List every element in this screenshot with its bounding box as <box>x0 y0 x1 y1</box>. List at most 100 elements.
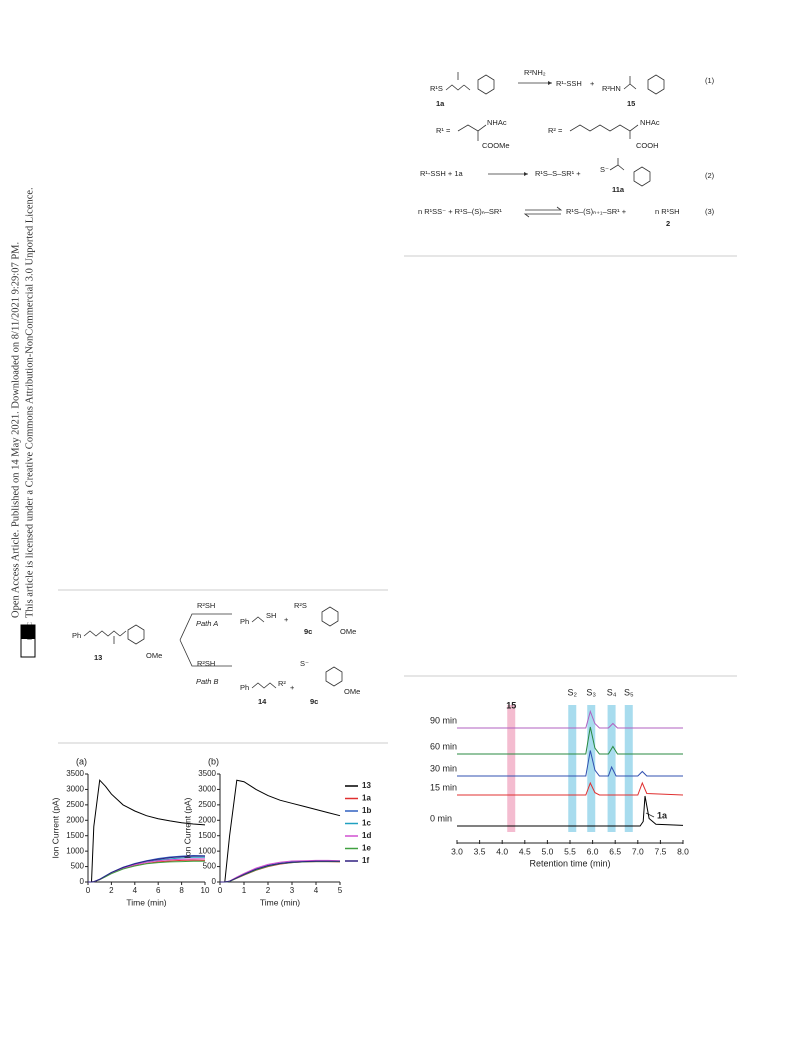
equation-right: R¹S–S–SR¹ + <box>535 169 581 178</box>
license-badge: BY-NC <box>20 622 36 658</box>
ring <box>127 624 145 645</box>
band-label: S₃ <box>586 687 596 697</box>
scheme-top: R¹S 1a R²NH₂ R¹-SSH + R²HN 15 (1) R¹ = N… <box>418 68 715 228</box>
data-line <box>88 855 205 883</box>
trace-label: 60 min <box>430 741 457 751</box>
y-tick-label: 3000 <box>198 785 216 794</box>
data-line <box>220 779 341 883</box>
y-tick-label: 3500 <box>198 769 216 778</box>
chem-label: NHAc <box>640 118 660 127</box>
chem-label: OMe <box>344 687 360 696</box>
band-label: S₅ <box>624 687 634 697</box>
ring <box>633 166 651 187</box>
data-line <box>88 779 206 883</box>
ring <box>325 666 343 687</box>
trace <box>457 709 683 729</box>
y-tick-label: 0 <box>80 877 85 886</box>
equation-number: (3) <box>705 207 715 216</box>
chem-label: R²HN <box>602 84 621 93</box>
x-tick-label: 10 <box>201 886 210 895</box>
band-label: 15 <box>506 700 516 710</box>
chem-label: COOMe <box>482 141 510 150</box>
y-axis-label: Ion Current (pA) <box>50 797 60 858</box>
x-tick-label: 7.0 <box>632 846 644 856</box>
bond <box>609 158 625 171</box>
equation-right: R¹S–(S)ₙ₊₁–SR¹ + <box>566 207 627 216</box>
plus: + <box>590 79 595 88</box>
trace-label: 90 min <box>430 715 457 725</box>
chem-label: R¹ = <box>436 126 451 135</box>
legend-label: 1b <box>362 806 371 815</box>
equilibrium-arrow <box>523 206 563 218</box>
badge-text: BY-NC <box>27 622 33 640</box>
y-tick-label: 1000 <box>66 846 84 855</box>
bond <box>83 630 127 644</box>
annotation: 1a <box>657 810 668 820</box>
panel-label: (b) <box>208 756 219 766</box>
license-line-1: Open Access Article. Published on 14 May… <box>10 242 21 618</box>
x-tick-label: 2 <box>109 886 114 895</box>
y-tick-label: 2000 <box>198 815 216 824</box>
chem-label: S⁻ <box>300 659 309 668</box>
legend-label: 1e <box>362 844 371 853</box>
band-label: S₂ <box>568 687 578 697</box>
x-axis-label: Time (min) <box>126 897 166 907</box>
trace-label: 30 min <box>430 763 457 773</box>
y-tick-label: 3500 <box>66 769 84 778</box>
chem-label: COOH <box>636 141 659 150</box>
x-tick-label: 4 <box>133 886 138 895</box>
bond <box>251 616 265 623</box>
legend-label: 1f <box>362 856 369 865</box>
y-tick-label: 500 <box>203 862 217 871</box>
x-tick-label: 0 <box>218 886 223 895</box>
plus: + <box>284 615 289 624</box>
y-tick-label: 2500 <box>198 800 216 809</box>
x-tick-label: 6.0 <box>587 846 599 856</box>
y-axis-label: Ion Current (pA) <box>182 797 192 858</box>
bond <box>445 72 471 91</box>
bond <box>623 76 637 90</box>
compound-id: 9c <box>304 627 312 636</box>
bond <box>251 682 277 689</box>
x-tick-label: 4 <box>314 886 319 895</box>
highlight-band <box>568 705 577 832</box>
chem-label: R²S <box>294 601 307 610</box>
bond <box>457 124 487 141</box>
annotation-arrow <box>645 812 655 818</box>
equation-number: (2) <box>705 171 715 180</box>
chem-label: Ph <box>240 617 249 626</box>
y-tick-label: 2500 <box>66 800 84 809</box>
ring <box>321 606 339 627</box>
x-tick-label: 3 <box>290 886 295 895</box>
y-tick-label: 1500 <box>198 831 216 840</box>
x-tick-label: 3.0 <box>451 846 463 856</box>
ring <box>647 74 665 95</box>
bond <box>569 124 639 139</box>
x-tick-label: 7.5 <box>654 846 666 856</box>
x-tick-label: 5.5 <box>564 846 576 856</box>
compound-id: 11a <box>612 185 625 194</box>
branch-arrows <box>179 613 232 667</box>
compound-id: 9c <box>310 697 318 706</box>
x-tick-label: 2 <box>266 886 271 895</box>
chem-label: OMe <box>340 627 356 636</box>
plus: + <box>290 683 295 692</box>
x-tick-label: 1 <box>242 886 247 895</box>
license-line-2: This article is licensed under a Creativ… <box>24 187 35 618</box>
x-tick-label: 6.5 <box>609 846 621 856</box>
compound-id: 15 <box>627 99 635 108</box>
x-tick-label: 5.0 <box>541 846 553 856</box>
x-tick-label: 0 <box>86 886 91 895</box>
data-line <box>88 858 205 883</box>
compound-id: 1a <box>436 99 445 108</box>
trace <box>457 726 683 755</box>
data-line <box>220 861 340 883</box>
reagent: R²SH <box>197 601 215 610</box>
scheme-bottom: Ph OMe 13 R²SH Path A Ph SH + R²S OMe 9c… <box>72 601 360 706</box>
chem-label: R² <box>278 679 286 688</box>
compound-id: 13 <box>94 653 102 662</box>
chem-label: R² = <box>548 126 563 135</box>
chem-label: R¹S <box>430 84 443 93</box>
ring <box>477 74 495 95</box>
